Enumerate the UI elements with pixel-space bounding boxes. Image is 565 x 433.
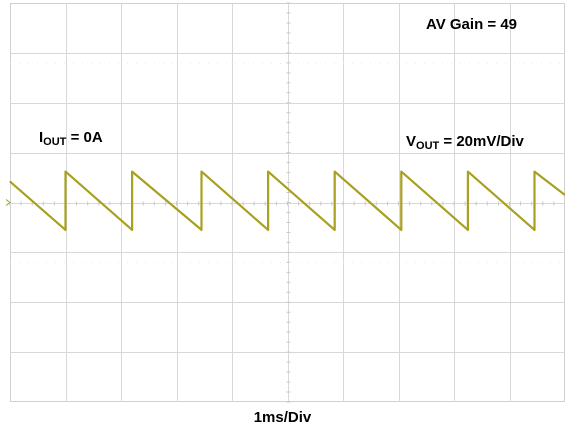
ground-marker-glyph	[5, 199, 11, 206]
iout-annotation: IOUT = 0A	[39, 129, 103, 148]
vout-symbol: V	[406, 133, 417, 150]
trace-point	[467, 229, 469, 231]
waveform-trace	[9, 170, 565, 231]
vout-value: = 20mV/Div	[439, 133, 524, 150]
trace-point	[131, 170, 133, 173]
vout-annotation: VOUT = 20mV/Div	[406, 133, 524, 152]
trace-point	[400, 229, 402, 231]
trace-point	[9, 180, 11, 183]
iout-symbol: I	[39, 129, 44, 146]
trace-point	[533, 229, 536, 231]
trace-point	[334, 170, 336, 173]
trace-point	[400, 170, 402, 173]
x-axis-scale-label: 1ms/Div	[253, 409, 312, 426]
gain-annotation: AV Gain = 49	[426, 16, 518, 33]
trace-point	[533, 170, 536, 173]
vout-subscript: OUT	[416, 140, 440, 152]
trace-point	[267, 170, 269, 173]
trace-point	[334, 229, 336, 231]
trace-point	[64, 229, 67, 231]
trace-point	[64, 170, 67, 173]
trace-point	[200, 229, 203, 231]
trace-point	[267, 229, 269, 231]
trace-line	[9, 170, 565, 231]
iout-subscript: OUT	[43, 136, 67, 148]
trace-point	[200, 170, 203, 173]
iout-value: = 0A	[66, 129, 103, 146]
graticule	[9, 2, 565, 403]
trace-point	[467, 170, 469, 173]
trace-point	[131, 229, 133, 231]
channel-ground-marker	[5, 199, 11, 206]
